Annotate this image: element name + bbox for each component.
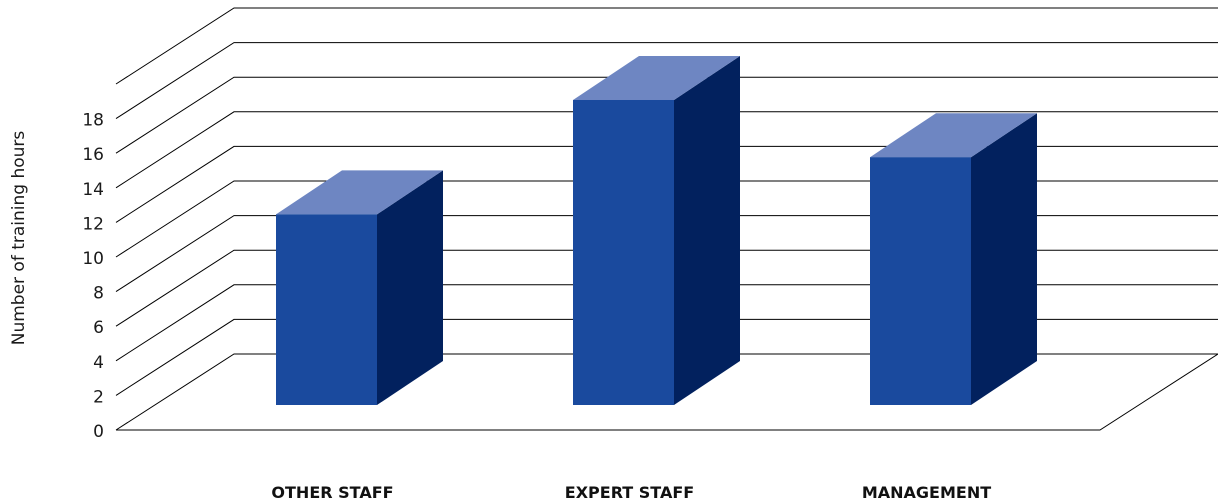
bar [573, 100, 674, 405]
y-tick-label: 4 [93, 353, 104, 373]
bar-side-face [971, 113, 1037, 405]
bar-top-face [276, 170, 443, 215]
bar-side-face [377, 170, 443, 405]
gridlines [115, 7, 1218, 431]
y-tick-label: 12 [82, 214, 104, 234]
bar-side-face [674, 56, 740, 405]
bar-top-face [573, 56, 740, 100]
bar [276, 214, 377, 405]
y-tick-label: 0 [93, 422, 104, 442]
gridline [115, 42, 1218, 120]
y-tick-label: 16 [82, 145, 104, 165]
bars [276, 56, 1037, 405]
y-tick-label: 10 [82, 249, 104, 269]
gridline [115, 111, 1218, 189]
y-tick-label: 2 [93, 387, 104, 407]
y-tick-label: 6 [93, 318, 104, 338]
x-tick-label: OTHER STAFF [271, 483, 393, 502]
x-axis-ticks: OTHER STAFF EXPERT STAFF MANAGEMENT [271, 483, 991, 502]
bar-top-face [870, 113, 1037, 158]
y-axis-title: Number of training hours [9, 131, 29, 346]
y-tick-label: 14 [82, 180, 104, 200]
y-tick-label: 8 [93, 284, 104, 304]
x-tick-label: EXPERT STAFF [565, 483, 694, 502]
bar [870, 157, 971, 405]
gridline [115, 7, 1218, 85]
y-tick-label: 18 [82, 111, 104, 131]
x-tick-label: MANAGEMENT [862, 483, 991, 502]
y-axis-ticks: 0 2 4 6 8 10 12 14 16 18 [82, 111, 104, 442]
floor-outline [116, 353, 1218, 431]
gridline [115, 76, 1218, 154]
